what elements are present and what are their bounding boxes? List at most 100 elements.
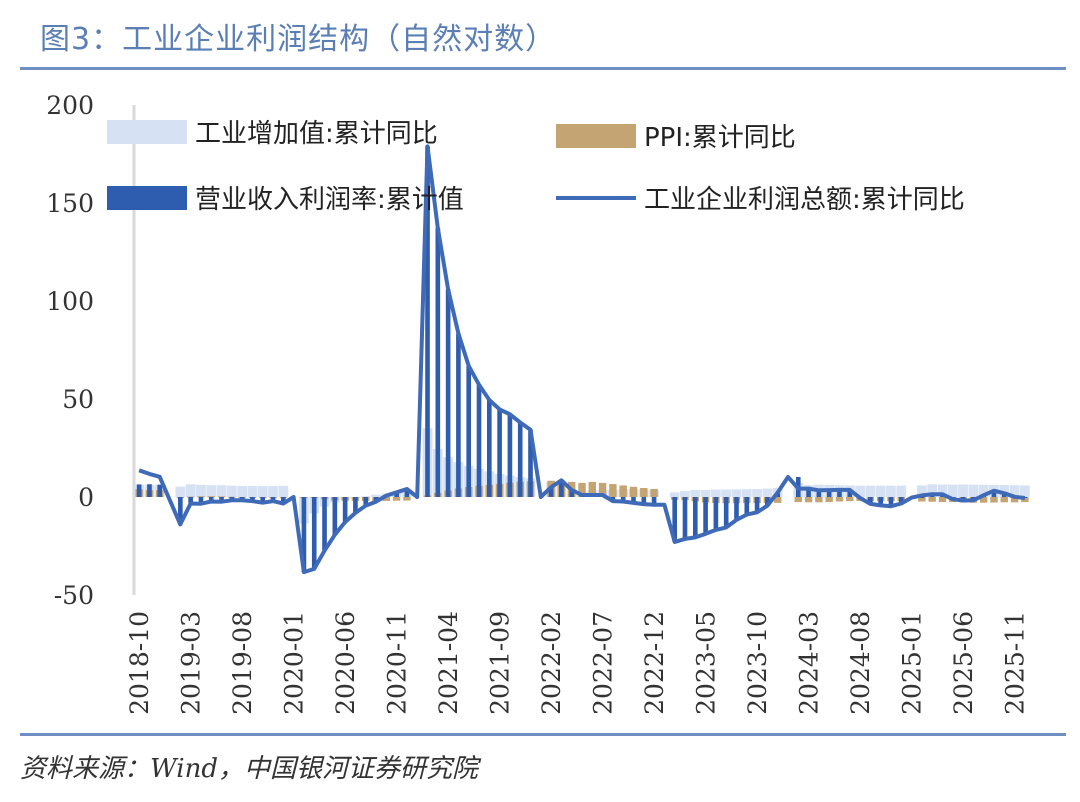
x-tick-label: 2020-01 [280, 611, 309, 715]
margin-bar [394, 492, 399, 497]
margin-bar [713, 497, 719, 530]
x-tick-label: 2021-04 [434, 611, 463, 715]
added-value-bar [360, 496, 371, 498]
added-value-bar [721, 489, 732, 497]
ppi-bar [846, 497, 854, 502]
x-tick-label: 2019-03 [177, 611, 206, 715]
ppi-bar [990, 497, 998, 503]
margin-bar [445, 289, 451, 497]
chart-title: 图3：工业企业利润结构（自然对数） [40, 22, 557, 57]
margin-bar [435, 227, 441, 497]
margin-bar [826, 490, 832, 497]
ppi-bar [918, 497, 926, 502]
x-tick-label: 2020-06 [331, 611, 360, 715]
ppi-bar [773, 497, 782, 503]
x-tick-label: 2023-05 [692, 611, 721, 715]
title-rule [20, 67, 1066, 70]
ppi-bar [598, 482, 607, 497]
added-value-bar [216, 485, 227, 497]
ppi-bar [578, 482, 586, 497]
ppi-bar [382, 497, 391, 501]
margin-bar [311, 497, 317, 569]
added-value-bar [855, 485, 865, 497]
margin-bar [456, 333, 461, 497]
margin-bar [260, 497, 266, 503]
added-value-bar [680, 491, 690, 497]
margin-bar [373, 497, 379, 502]
margin-bar [136, 484, 142, 497]
margin-bar [353, 497, 358, 513]
margin-bar [919, 497, 925, 498]
chart-area: 200 150 100 50 0 -50 2018-10 2019-03 2019-08 2020… [46, 91, 1030, 715]
margin-bar [559, 480, 564, 497]
margin-bar [342, 497, 348, 523]
added-value-bar [741, 489, 752, 497]
source-note: 资料来源：Wind，中国银河证券研究院 [20, 754, 478, 784]
margin-bar [404, 488, 410, 497]
added-value-bar [257, 486, 268, 497]
margin-bar [476, 384, 482, 497]
x-tick-label: 2018-10 [125, 611, 154, 715]
margin-bar [301, 497, 307, 573]
added-value-bar [927, 484, 938, 497]
legend-added-value-label: 工业增加值:累计同比 [195, 119, 438, 149]
added-value-bar [886, 485, 896, 497]
legend-margin-label: 营业收入利润率:累计值 [195, 185, 464, 215]
ppi-bar [619, 485, 627, 497]
legend-margin-swatch [107, 186, 187, 210]
margin-bar [816, 488, 822, 497]
margin-bar [270, 497, 276, 502]
margin-bar [208, 497, 214, 502]
chart-line [138, 144, 1026, 575]
margin-bar [837, 490, 842, 497]
added-value-bar [710, 489, 721, 497]
added-value-bar [226, 485, 237, 497]
legend-profit-label: 工业企业利润总额:累计同比 [644, 185, 965, 215]
y-tick-label: 0 [78, 483, 94, 512]
ppi-bar [392, 497, 401, 501]
ppi-bar [640, 487, 648, 497]
margin-bar [765, 497, 770, 506]
margin-bar [517, 422, 523, 497]
ppi-bar [588, 481, 597, 497]
added-value-bar [896, 485, 907, 497]
added-value-bar [978, 484, 989, 497]
y-tick-label: 150 [46, 189, 94, 218]
margin-bar [507, 414, 513, 497]
added-value-bar [237, 486, 248, 497]
ppi-bar [1010, 497, 1019, 503]
ppi-bar [835, 497, 844, 502]
added-value-bar [916, 485, 927, 497]
ppi-bar [1021, 497, 1029, 503]
x-tick-label: 2020-11 [383, 611, 412, 715]
margin-bar [754, 497, 760, 513]
margin-bar [631, 497, 636, 503]
margin-bar [703, 497, 708, 534]
x-tick-label: 2025-11 [1001, 611, 1030, 715]
margin-bar [188, 497, 193, 504]
x-tick-label: 2022-07 [589, 611, 618, 715]
added-value-bar [968, 484, 979, 497]
margin-bar [178, 497, 183, 525]
added-value-bar [247, 486, 258, 497]
margin-bar [991, 490, 997, 497]
margin-bar [147, 484, 152, 497]
chart-ticks: 200 150 100 50 0 -50 2018-10 2019-03 2019-08 2020… [46, 91, 1029, 715]
margin-bar [250, 497, 255, 502]
added-value-bar [371, 494, 381, 497]
ppi-bar [938, 497, 947, 503]
margin-bar [651, 497, 657, 505]
margin-bar [281, 497, 286, 504]
x-tick-label: 2022-12 [640, 611, 669, 715]
ppi-bar [207, 496, 215, 498]
ppi-bar [979, 497, 988, 503]
added-value-bar [762, 488, 773, 497]
ppi-bar [217, 496, 226, 498]
margin-bar [898, 497, 904, 504]
margin-bar [672, 497, 678, 542]
margin-bar [806, 488, 811, 497]
ppi-bar [804, 497, 813, 503]
margin-bar [322, 497, 327, 551]
added-value-bar [175, 486, 186, 497]
